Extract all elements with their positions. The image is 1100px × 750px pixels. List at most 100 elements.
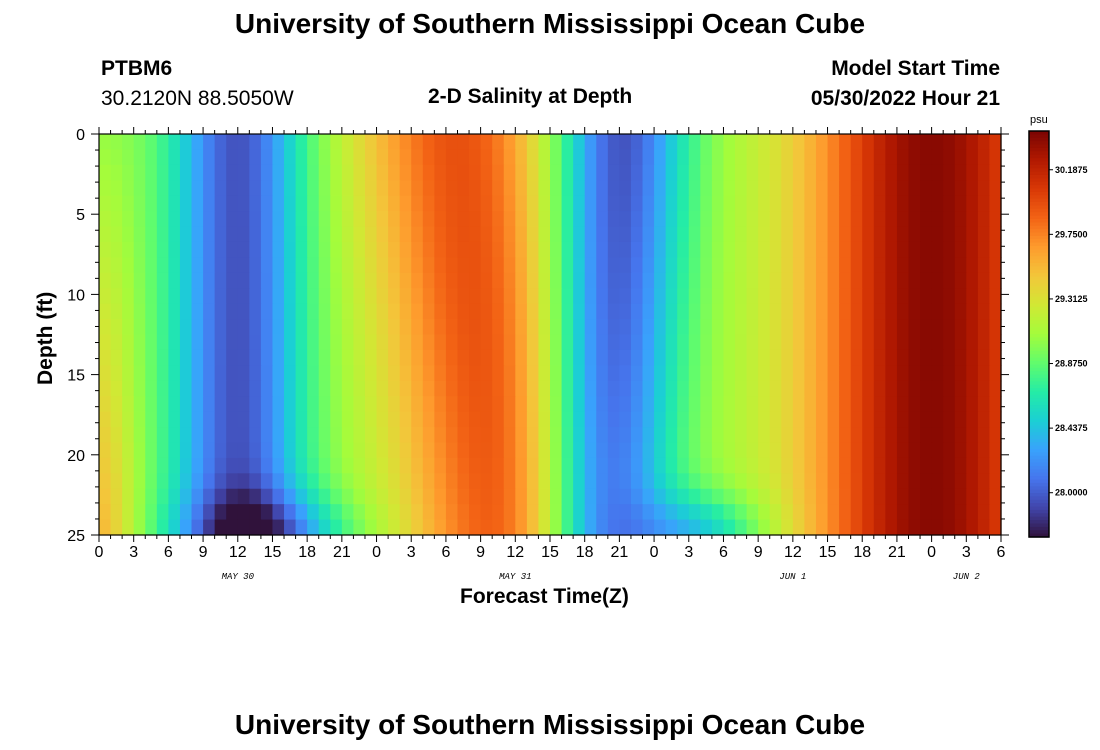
heatmap-cell xyxy=(885,519,898,536)
heatmap-cell xyxy=(341,195,355,212)
heatmap-cell xyxy=(977,319,991,336)
heatmap-cell xyxy=(99,442,112,459)
heatmap-cell xyxy=(954,272,967,289)
heatmap-cell xyxy=(700,380,713,397)
heatmap-cell xyxy=(677,380,690,397)
heatmap-cell xyxy=(133,319,146,336)
heatmap-cell xyxy=(735,457,748,474)
heatmap-cell xyxy=(920,164,933,181)
heatmap-cell xyxy=(596,442,609,459)
colorbar-segment xyxy=(1029,147,1049,152)
heatmap-cell xyxy=(688,149,701,166)
heatmap-cell xyxy=(550,257,563,274)
heatmap-cell xyxy=(839,457,852,474)
heatmap-cell xyxy=(237,257,250,274)
heatmap-cell xyxy=(480,180,493,197)
heatmap-cell xyxy=(839,319,852,336)
heatmap-cell xyxy=(584,241,597,258)
heatmap-cell xyxy=(665,334,678,351)
heatmap-cell xyxy=(353,211,366,228)
heatmap-cell xyxy=(260,473,274,490)
heatmap-cell xyxy=(619,427,632,444)
heatmap-cell xyxy=(827,288,840,305)
heatmap-cell xyxy=(307,149,320,166)
heatmap-cell xyxy=(862,303,875,320)
heatmap-cell xyxy=(260,303,274,320)
heatmap-cell xyxy=(746,257,759,274)
heatmap-cell xyxy=(469,226,482,243)
colorbar-segment xyxy=(1029,225,1049,230)
heatmap-cell xyxy=(920,411,933,428)
heatmap-cell xyxy=(920,349,933,366)
heatmap-cell xyxy=(492,226,505,243)
heatmap-cell xyxy=(99,288,112,305)
heatmap-cell xyxy=(573,349,586,366)
heatmap-cell xyxy=(573,380,586,397)
x-tick-label: 0 xyxy=(927,544,936,561)
heatmap-cell xyxy=(654,241,667,258)
heatmap-cell xyxy=(318,180,331,197)
heatmap-cell xyxy=(156,488,169,505)
heatmap-cell xyxy=(145,257,158,274)
heatmap-cell xyxy=(99,334,112,351)
heatmap-cell xyxy=(133,334,146,351)
heatmap-cell xyxy=(226,519,239,536)
heatmap-cell xyxy=(561,411,574,428)
heatmap-cell xyxy=(896,288,910,305)
heatmap-cell xyxy=(191,257,204,274)
heatmap-cell xyxy=(792,411,806,428)
heatmap-cell xyxy=(711,288,725,305)
heatmap-cell xyxy=(388,380,401,397)
heatmap-cell xyxy=(526,519,540,536)
colorbar-segment xyxy=(1029,323,1049,328)
heatmap-cell xyxy=(654,211,667,228)
heatmap-cell xyxy=(584,303,597,320)
colorbar-segment xyxy=(1029,459,1049,464)
heatmap-cell xyxy=(110,164,123,181)
heatmap-cell xyxy=(249,164,262,181)
heatmap-cell xyxy=(411,519,424,536)
heatmap-cell xyxy=(862,226,875,243)
heatmap-cell xyxy=(815,195,829,212)
heatmap-cell xyxy=(920,134,933,151)
heatmap-cell xyxy=(862,427,875,444)
heatmap-cell xyxy=(827,457,840,474)
heatmap-cell xyxy=(515,164,528,181)
heatmap-cell xyxy=(284,519,297,536)
heatmap-cell xyxy=(920,272,933,289)
heatmap-cell xyxy=(596,365,609,382)
heatmap-cell xyxy=(920,365,933,382)
heatmap-cell xyxy=(179,211,193,228)
heatmap-cell xyxy=(723,226,736,243)
heatmap-cell xyxy=(318,488,331,505)
heatmap-cell xyxy=(156,226,169,243)
heatmap-cell xyxy=(145,319,158,336)
heatmap-cell xyxy=(168,334,181,351)
heatmap-cell xyxy=(665,180,678,197)
heatmap-cell xyxy=(272,427,285,444)
heatmap-cell xyxy=(966,241,979,258)
heatmap-cell xyxy=(191,241,204,258)
heatmap-cell xyxy=(307,164,320,181)
heatmap-cell xyxy=(630,303,644,320)
heatmap-cell xyxy=(885,349,898,366)
x-tick-label: 0 xyxy=(650,544,659,561)
heatmap-cell xyxy=(492,257,505,274)
heatmap-cell xyxy=(364,134,378,151)
heatmap-cell xyxy=(145,180,158,197)
heatmap-cell xyxy=(249,442,262,459)
heatmap-cell xyxy=(839,195,852,212)
heatmap-cell xyxy=(353,334,366,351)
heatmap-cell xyxy=(931,365,944,382)
heatmap-cell xyxy=(769,488,782,505)
heatmap-cell xyxy=(376,241,389,258)
heatmap-cell xyxy=(445,504,459,521)
heatmap-cell xyxy=(561,211,574,228)
heatmap-cell xyxy=(411,396,424,413)
heatmap-cell xyxy=(376,288,389,305)
heatmap-cell xyxy=(758,180,771,197)
heatmap-cell xyxy=(839,488,852,505)
heatmap-cell xyxy=(584,288,597,305)
heatmap-cell xyxy=(792,303,806,320)
heatmap-cell xyxy=(885,380,898,397)
